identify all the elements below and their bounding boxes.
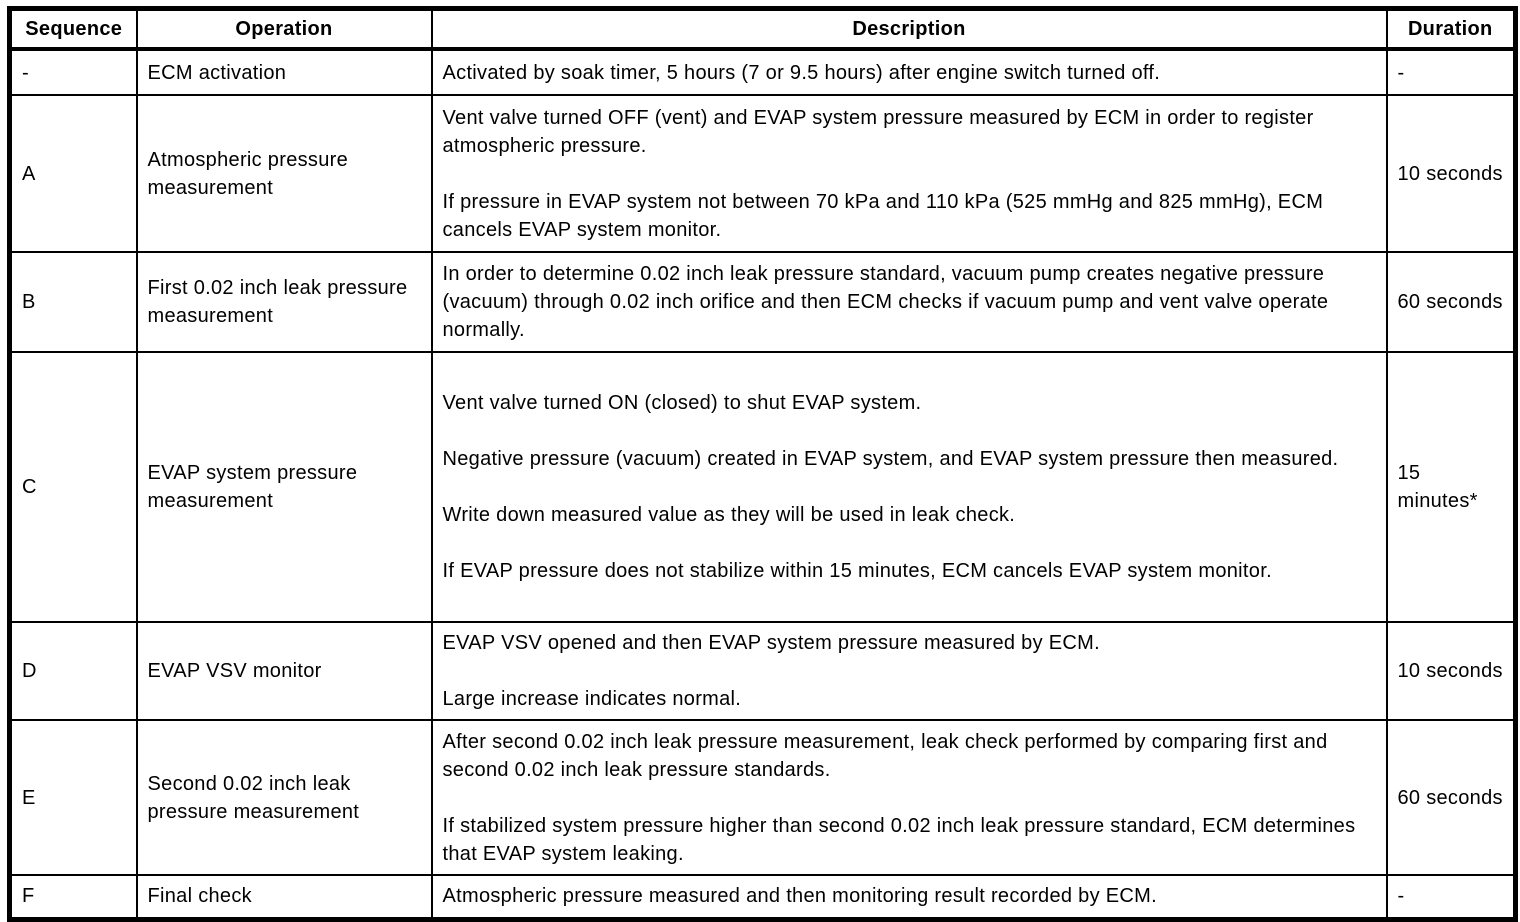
table-row: - ECM activation Activated by soak timer…: [8, 48, 1517, 96]
operation-cell: Atmospheric pressure measurement: [135, 94, 433, 253]
description-paragraph: If EVAP pressure does not stabilize with…: [442, 560, 1272, 582]
description-paragraph: Activated by soak timer, 5 hours (7 or 9…: [442, 61, 1161, 84]
evap-monitor-sequence-table: Sequence Operation Description Duration - E…: [7, 6, 1518, 922]
duration-cell: 15 minutes*: [1385, 351, 1517, 623]
header-cell-description: Description: [430, 7, 1388, 51]
sequence-cell: -: [8, 48, 138, 96]
description-paragraph: Write down measured value as they will b…: [442, 504, 1016, 526]
table-row: B First 0.02 inch leak pressure measurem…: [8, 251, 1517, 353]
description-paragraph: If pressure in EVAP system not between 7…: [442, 190, 1324, 241]
sequence-cell: C: [8, 351, 138, 623]
description-paragraph: Vent valve turned OFF (vent) and EVAP sy…: [442, 106, 1314, 157]
description-cell: After second 0.02 inch leak pressure mea…: [430, 719, 1388, 876]
description-paragraph: Negative pressure (vacuum) created in EV…: [442, 448, 1339, 470]
sequence-cell: F: [8, 874, 138, 920]
duration-cell: 10 seconds: [1385, 621, 1517, 721]
description-cell: Atmospheric pressure measured and then m…: [430, 874, 1388, 920]
operation-cell: First 0.02 inch leak pressure measuremen…: [135, 251, 433, 353]
table-body: - ECM activation Activated by soak timer…: [8, 48, 1517, 920]
header-row: Sequence Operation Description Duration: [8, 7, 1517, 51]
table-row: E Second 0.02 inch leak pressure measure…: [8, 719, 1517, 876]
operation-cell: EVAP system pressure measurement: [135, 351, 433, 623]
sequence-cell: B: [8, 251, 138, 353]
sequence-cell: A: [8, 94, 138, 253]
operation-cell: EVAP VSV monitor: [135, 621, 433, 721]
description-paragraph: If stabilized system pressure higher tha…: [442, 814, 1356, 865]
operation-cell: Second 0.02 inch leak pressure measureme…: [135, 719, 433, 876]
table-row: F Final check Atmospheric pressure measu…: [8, 874, 1517, 920]
description-paragraph: In order to determine 0.02 inch leak pre…: [442, 263, 1329, 341]
description-paragraph: Atmospheric pressure measured and then m…: [442, 885, 1157, 908]
operation-cell: ECM activation: [135, 48, 433, 96]
header-cell-operation: Operation: [135, 7, 433, 51]
duration-cell: 60 seconds: [1385, 719, 1517, 876]
description-cell: In order to determine 0.02 inch leak pre…: [430, 251, 1388, 353]
header-cell-duration: Duration: [1385, 7, 1517, 51]
sequence-cell: E: [8, 719, 138, 876]
operation-cell: Final check: [135, 874, 433, 920]
duration-cell: -: [1385, 874, 1517, 920]
description-paragraph: Large increase indicates normal.: [442, 688, 742, 710]
description-paragraph: After second 0.02 inch leak pressure mea…: [442, 730, 1328, 781]
sequence-cell: D: [8, 621, 138, 721]
table-row: A Atmospheric pressure measurement Vent …: [8, 94, 1517, 253]
table-row: C EVAP system pressure measurement Vent …: [8, 351, 1517, 623]
description-cell: Activated by soak timer, 5 hours (7 or 9…: [430, 48, 1388, 96]
table-row: D EVAP VSV monitor EVAP VSV opened and t…: [8, 621, 1517, 721]
duration-cell: 60 seconds: [1385, 251, 1517, 353]
description-paragraph: EVAP VSV opened and then EVAP system pre…: [442, 632, 1100, 654]
duration-cell: 10 seconds: [1385, 94, 1517, 253]
description-cell: Vent valve turned OFF (vent) and EVAP sy…: [430, 94, 1388, 253]
description-paragraph: Vent valve turned ON (closed) to shut EV…: [442, 392, 922, 414]
description-cell: Vent valve turned ON (closed) to shut EV…: [430, 351, 1388, 623]
duration-cell: -: [1385, 48, 1517, 96]
description-cell: EVAP VSV opened and then EVAP system pre…: [430, 621, 1388, 721]
header-cell-sequence: Sequence: [8, 7, 138, 51]
